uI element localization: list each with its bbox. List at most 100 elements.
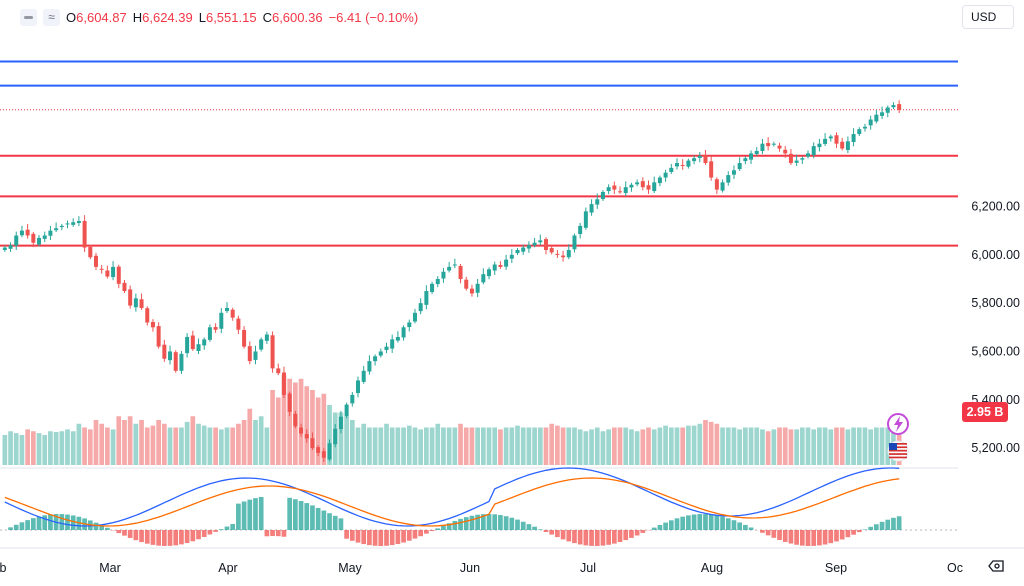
osc-histogram-bar (265, 530, 270, 536)
price-axis[interactable]: 6,200.006,000.005,800.005,600.005,400.00… (958, 0, 1024, 581)
volume-bar (629, 429, 634, 465)
volume-bar (378, 428, 383, 466)
osc-histogram-bar (680, 517, 685, 530)
volume-bar (646, 428, 651, 466)
volume-bar (663, 426, 668, 465)
flag-canton (889, 443, 897, 450)
candle-body (288, 393, 292, 411)
candle-body (54, 228, 58, 230)
osc-histogram-bar (549, 530, 554, 535)
candle-body (413, 313, 417, 322)
candle-body (755, 151, 759, 154)
candle-body (14, 236, 18, 246)
osc-histogram-bar (743, 525, 748, 530)
osc-histogram-bar (851, 530, 856, 535)
volume-bar (817, 428, 822, 466)
osc-histogram-bar (396, 530, 401, 544)
osc-histogram-bar (606, 530, 611, 545)
candle-body (265, 335, 269, 341)
osc-histogram-bar (635, 530, 640, 535)
candle-body (208, 327, 212, 340)
volume-bar (25, 429, 30, 465)
candle-body (379, 351, 383, 355)
volume-bar (498, 429, 503, 465)
candle-body (692, 158, 696, 161)
volume-bar (447, 428, 452, 466)
candle-body (675, 163, 679, 166)
candle-body (122, 283, 126, 291)
candle-body (94, 256, 98, 267)
osc-histogram-bar (401, 530, 406, 543)
osc-histogram-bar (561, 530, 566, 539)
volume-bar (789, 429, 794, 465)
osc-histogram-bar (509, 518, 514, 530)
candle-body (607, 187, 611, 191)
osc-histogram-bar (299, 501, 304, 530)
candle-body (282, 372, 286, 394)
volume-value-label: 2.95 B (967, 405, 1004, 419)
osc-histogram-bar (122, 530, 127, 536)
candle-body (550, 248, 554, 252)
volume-bar (715, 424, 720, 465)
approx-icon[interactable]: ≈ (43, 9, 60, 26)
candle-body (521, 248, 525, 252)
volume-bar (692, 426, 697, 465)
volume-bar (71, 431, 76, 465)
osc-histogram-bar (669, 520, 674, 530)
candle-body (185, 337, 189, 353)
volume-bar (874, 428, 879, 466)
volume-bar (464, 428, 469, 466)
candle-body (276, 368, 280, 373)
candle-body (772, 144, 776, 145)
candle-body (168, 351, 172, 360)
osc-slow-line (5, 478, 899, 526)
volume-bar (413, 428, 418, 466)
candle-body (402, 327, 406, 337)
candle-body (709, 161, 713, 177)
osc-histogram-bar (236, 504, 241, 530)
candle-body (26, 230, 30, 236)
osc-histogram-bar (208, 530, 213, 534)
volume-bar (475, 428, 480, 466)
volume-bar (418, 429, 423, 465)
candle-body (852, 134, 856, 142)
volume-bar (299, 379, 304, 465)
osc-histogram-bar (498, 515, 503, 530)
candle-body (658, 178, 662, 184)
osc-histogram-bar (151, 530, 156, 545)
volume-bar (230, 428, 235, 466)
flag-stripe (889, 453, 907, 455)
volume-bar (88, 429, 93, 465)
candle-body (481, 274, 485, 282)
candle-body (703, 155, 707, 163)
candle-body (715, 179, 719, 189)
osc-histogram-bar (435, 528, 440, 530)
candle-body (242, 330, 246, 347)
volume-bar (777, 428, 782, 466)
osc-histogram-bar (213, 530, 218, 532)
currency-button[interactable]: USD (962, 5, 1014, 29)
candle-body (157, 326, 161, 347)
osc-histogram-bar (868, 527, 873, 530)
candle-body (476, 284, 480, 293)
time-label: Jun (460, 561, 480, 575)
goto-realtime-icon[interactable] (984, 556, 1008, 576)
volume-bar (8, 431, 13, 465)
osc-histogram-bar (350, 530, 355, 541)
horizontal-levels[interactable]: 6,800.086,700.666,600.366,410.006,242.00… (0, 52, 1024, 256)
osc-histogram-bar (658, 525, 663, 530)
minus-icon[interactable] (20, 9, 37, 26)
volume-bar (549, 424, 554, 465)
volume-bar (806, 428, 811, 466)
price-tick-label: 6,200.00 (971, 200, 1020, 214)
volume-bar (213, 428, 218, 466)
time-label: Mar (99, 561, 121, 575)
candle-body (590, 204, 594, 212)
candle-body (578, 226, 582, 234)
osc-histogram-bar (20, 522, 25, 530)
osc-histogram-bar (139, 530, 144, 542)
osc-histogram-bar (407, 530, 412, 541)
